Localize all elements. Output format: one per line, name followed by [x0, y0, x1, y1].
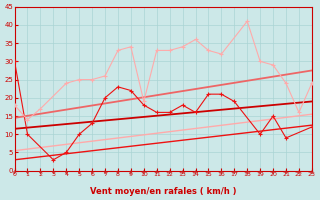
X-axis label: Vent moyen/en rafales ( km/h ): Vent moyen/en rafales ( km/h ) [90, 187, 236, 196]
